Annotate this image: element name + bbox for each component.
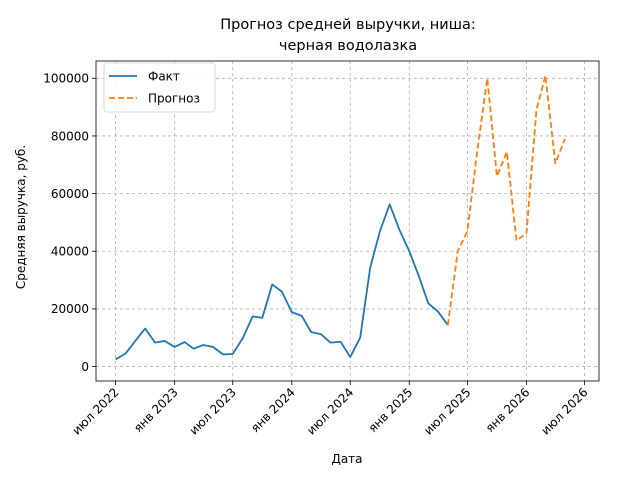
y-tick-label: 0 [81, 360, 89, 374]
grid [96, 61, 599, 381]
y-tick-label: 60000 [51, 187, 89, 201]
series-lines [115, 74, 566, 361]
series-line-fact [115, 203, 449, 361]
y-tick-label: 40000 [51, 245, 89, 259]
y-tick-label: 80000 [51, 129, 89, 143]
plot-area-frame [95, 60, 600, 382]
chart-title-line-2: черная водолазка [279, 38, 417, 54]
y-tick-label: 100000 [43, 72, 89, 86]
legend-label-fact: Факт [148, 70, 180, 84]
y-tick-label: 20000 [51, 302, 89, 316]
legend: Факт Прогноз [103, 62, 216, 113]
legend-label-forecast: Прогноз [148, 92, 200, 106]
y-axis-ticks: 0 20000 40000 60000 80000 100000 [43, 72, 96, 374]
chart-title-line-1: Прогноз средней выручки, ниша: [220, 17, 476, 33]
y-axis-label: Средняя выручка, руб. [14, 145, 28, 289]
x-axis-label: Дата [331, 452, 362, 466]
